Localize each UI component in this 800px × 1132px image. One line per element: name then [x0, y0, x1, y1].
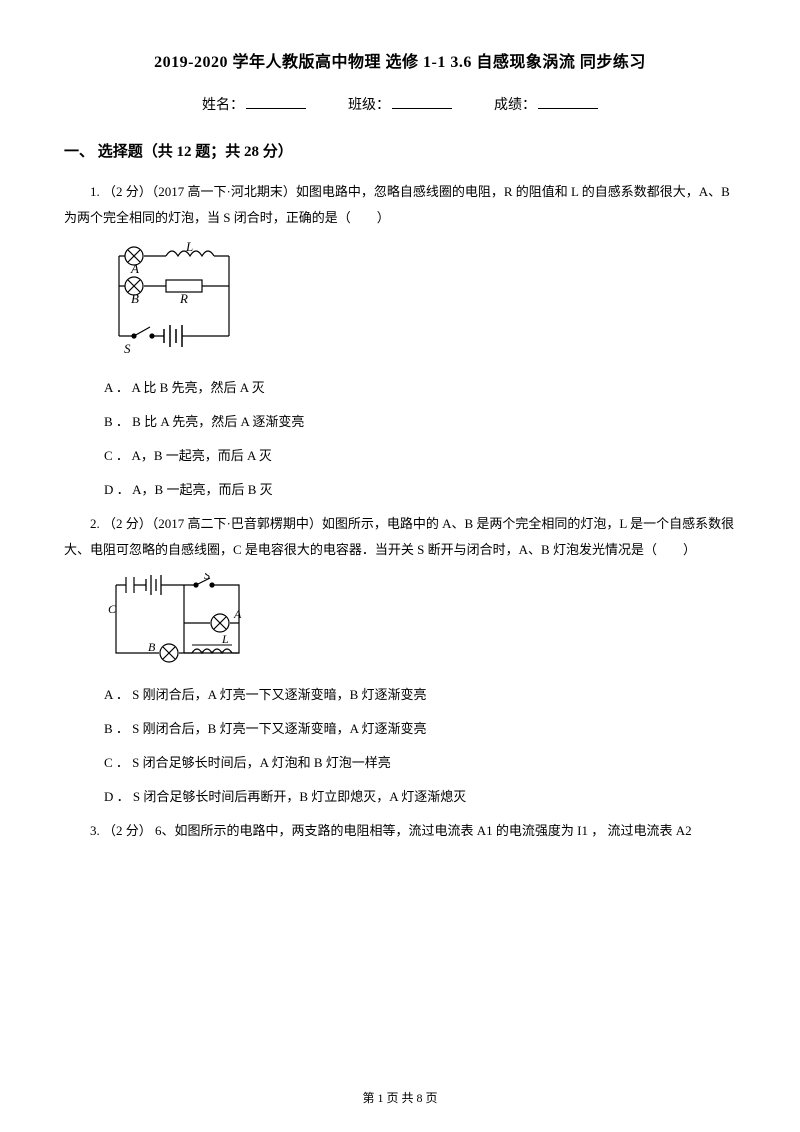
- section-heading: 一、 选择题（共 12 题；共 28 分）: [64, 140, 736, 161]
- q1-choice-a: A ． A 比 B 先亮，然后 A 灭: [104, 375, 736, 401]
- name-label: 姓名：: [202, 98, 244, 113]
- class-blank: [392, 95, 452, 109]
- q1-choice-b: B ． B 比 A 先亮，然后 A 逐渐变亮: [104, 409, 736, 435]
- q2-choice-d: D ． S 闭合足够长时间后再断开，B 灯立即熄灭，A 灯逐渐熄灭: [104, 784, 736, 810]
- q2-choice-b: B ． S 刚闭合后，B 灯亮一下又逐渐变暗，A 灯逐渐变亮: [104, 716, 736, 742]
- svg-text:C: C: [108, 602, 117, 616]
- q2-choice-c: C ． S 闭合足够长时间后，A 灯泡和 B 灯泡一样亮: [104, 750, 736, 776]
- svg-text:L: L: [221, 632, 229, 646]
- name-blank: [246, 95, 306, 109]
- page-footer: 第 1 页 共 8 页: [0, 1089, 800, 1106]
- svg-text:B: B: [131, 291, 139, 306]
- header-row: 姓名： 班级： 成绩：: [64, 94, 736, 114]
- q2-choice-a: A ． S 刚闭合后，A 灯亮一下又逐渐变暗，B 灯逐渐变亮: [104, 682, 736, 708]
- q1-text: 1. （2 分）（2017 高一下·河北期末）如图电路中，忽略自感线圈的电阻，R…: [64, 179, 736, 231]
- q1-choice-d: D ． A，B 一起亮，而后 B 灭: [104, 477, 736, 503]
- svg-text:S: S: [204, 573, 210, 582]
- svg-text:S: S: [124, 341, 131, 356]
- q2-circuit: C S A L B: [104, 573, 736, 668]
- svg-text:A: A: [130, 261, 139, 276]
- score-blank: [538, 95, 598, 109]
- svg-text:B: B: [148, 640, 156, 654]
- page-title: 2019-2020 学年人教版高中物理 选修 1-1 3.6 自感现象涡流 同步…: [64, 48, 736, 72]
- q1-choice-c: C ． A，B 一起亮，而后 A 灭: [104, 443, 736, 469]
- score-label: 成绩：: [494, 98, 536, 113]
- q1-circuit: A L B R S: [104, 241, 736, 361]
- q2-text: 2. （2 分）（2017 高二下·巴音郭楞期中）如图所示，电路中的 A、B 是…: [64, 511, 736, 563]
- q3-text: 3. （2 分） 6、如图所示的电路中，两支路的电阻相等，流过电流表 A1 的电…: [64, 818, 736, 844]
- svg-text:R: R: [179, 291, 188, 306]
- svg-text:A: A: [233, 607, 242, 621]
- svg-text:L: L: [185, 241, 193, 254]
- class-label: 班级：: [348, 98, 390, 113]
